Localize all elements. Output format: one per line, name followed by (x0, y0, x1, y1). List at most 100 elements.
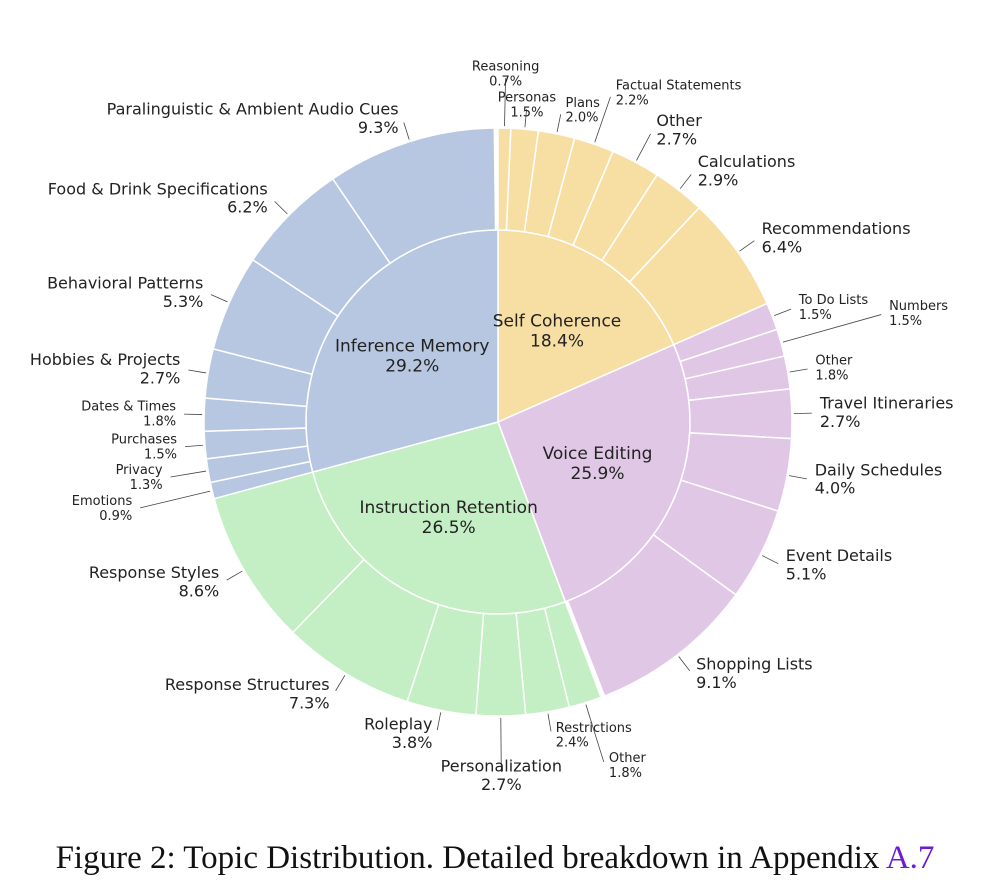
group-value-label: 29.2% (385, 356, 439, 376)
leader-line (774, 308, 792, 317)
slice-label: Roleplay (364, 715, 432, 734)
slice-value-label: 9.1% (696, 673, 737, 692)
group-label: Self Coherence (493, 312, 622, 332)
leader-line (524, 109, 527, 128)
leader-line (210, 294, 228, 303)
slice-label: Emotions (72, 494, 133, 509)
slice-label: Behavioral Patterns (47, 274, 203, 293)
slice-label: Personalization (441, 757, 562, 776)
slice-value-label: 1.5% (510, 106, 543, 121)
slice-label: Purchases (111, 432, 177, 447)
leader-line (184, 444, 203, 448)
leader-line (739, 240, 755, 252)
group-value-label: 25.9% (571, 464, 625, 484)
group-label: Instruction Retention (359, 498, 537, 518)
slice-label: Plans (566, 96, 601, 111)
slice-label: Travel Itineraries (819, 394, 954, 413)
slice-label: Numbers (889, 299, 948, 314)
leader-line (789, 368, 808, 373)
slice-label: Privacy (116, 463, 163, 478)
slice-value-label: 1.8% (815, 369, 848, 384)
outer-wedge (331, 127, 497, 265)
caption: Figure 2: Topic Distribution. Detailed b… (56, 840, 935, 876)
leader-line (585, 704, 605, 763)
outer-wedge (475, 612, 527, 717)
slice-label: Calculations (698, 152, 796, 171)
slice-value-label: 1.3% (130, 478, 163, 493)
slice-label: Food & Drink Specifications (48, 179, 268, 198)
slice-value-label: 7.3% (289, 693, 330, 712)
slice-value-label: 5.1% (786, 565, 827, 584)
leader-line (140, 490, 211, 509)
leader-line (403, 122, 410, 140)
slice-value-label: 3.8% (392, 733, 433, 752)
slice-label: Factual Statements (616, 78, 742, 93)
slice-label: Personas (498, 91, 557, 106)
group-label: Inference Memory (335, 336, 489, 356)
leader-line (679, 174, 692, 189)
slice-label: Dates & Times (81, 399, 176, 414)
slice-label: Recommendations (762, 219, 911, 238)
leader-line (556, 114, 562, 133)
group-value-label: 26.5% (422, 518, 476, 538)
slice-value-label: 0.7% (489, 74, 522, 89)
leader-line (547, 713, 552, 732)
slice-label: Reasoning (472, 59, 539, 74)
leader-line (188, 369, 207, 374)
slice-value-label: 6.4% (762, 237, 803, 256)
slice-label: Other (815, 354, 853, 369)
leader-line (226, 570, 243, 581)
slice-value-label: 1.8% (143, 414, 176, 429)
leader-line (636, 133, 651, 161)
leader-line (793, 412, 812, 415)
leader-line (678, 656, 690, 671)
slice-label: Event Details (786, 546, 892, 565)
leader-line (500, 717, 502, 772)
leader-line (789, 475, 807, 480)
slice-value-label: 2.9% (698, 170, 739, 189)
slice-value-label: 2.7% (140, 368, 181, 387)
outer-wedge (566, 533, 737, 697)
slice-value-label: 1.5% (144, 447, 177, 462)
slice-label: Paralinguistic & Ambient Audio Cues (107, 99, 399, 118)
slice-value-label: 2.7% (820, 412, 861, 431)
group-label: Voice Editing (543, 444, 653, 464)
leader-line (761, 555, 779, 565)
wedges (203, 127, 793, 717)
slice-label: Other (609, 751, 647, 766)
slice-label: Restrictions (556, 721, 632, 736)
slice-value-label: 8.6% (179, 581, 220, 600)
slice-label: Hobbies & Projects (30, 350, 180, 369)
slice-value-label: 1.5% (889, 314, 922, 329)
slice-value-label: 9.3% (358, 118, 399, 137)
leader-line (594, 96, 611, 143)
slice-value-label: 1.5% (799, 308, 832, 323)
slice-label: Response Styles (89, 563, 219, 582)
slice-value-label: 2.0% (566, 111, 599, 126)
slice-label: To Do Lists (798, 293, 869, 308)
slice-value-label: 4.0% (815, 479, 856, 498)
leader-line (782, 314, 882, 343)
slice-value-label: 2.2% (616, 93, 649, 108)
slice-label: Shopping Lists (696, 655, 813, 674)
slice-label: Daily Schedules (815, 460, 942, 479)
slice-value-label: 6.2% (227, 198, 268, 217)
leader-line (170, 470, 207, 478)
slice-value-label: 0.9% (99, 509, 132, 524)
caption-text: Figure 2: Topic Distribution. Detailed b… (56, 840, 880, 876)
leader-line (335, 675, 346, 691)
slice-label: Other (656, 111, 702, 130)
slice-value-label: 2.7% (656, 129, 697, 148)
slice-value-label: 1.8% (609, 766, 642, 781)
leader-line (274, 201, 288, 215)
slice-label: Response Structures (165, 675, 330, 694)
slice-value-label: 2.4% (556, 736, 589, 751)
group-value-label: 18.4% (530, 332, 584, 352)
leader-line (504, 78, 506, 127)
slice-value-label: 2.7% (481, 775, 522, 794)
leader-line (436, 712, 442, 731)
caption-link[interactable]: A.7 (886, 840, 935, 876)
slice-value-label: 5.3% (163, 292, 204, 311)
